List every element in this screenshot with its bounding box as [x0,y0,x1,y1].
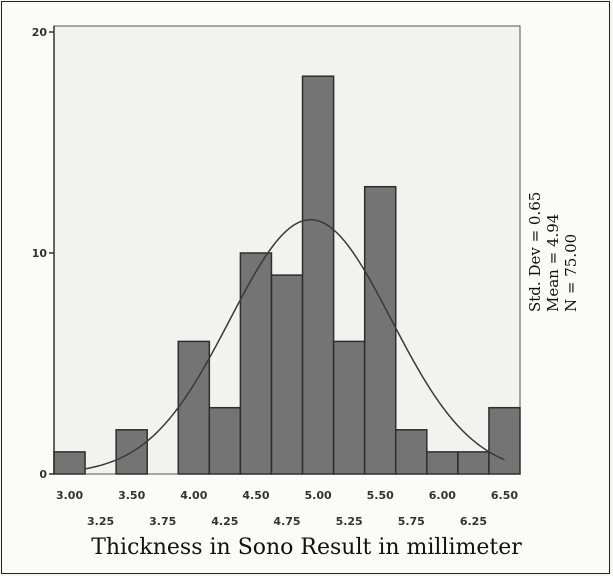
x-tick-label: 4.50 [242,489,269,502]
histogram-bar [301,75,335,475]
histogram-bar [332,340,366,475]
x-tick-label: 3.25 [87,515,114,528]
normal-curve [84,218,505,470]
histogram-bar [53,451,86,475]
histogram-bar [208,406,242,475]
x-tick-label: 5.00 [304,489,331,502]
x-axis-title: Thickness in Sono Result in millimeter [91,535,522,560]
x-tick-label: 4.25 [211,515,238,528]
histogram-bar [457,451,490,475]
y-tick-label: 10 [32,247,48,260]
histogram-bars [53,75,521,475]
x-tick-label: 6.50 [491,489,518,502]
x-tick-label: 5.75 [398,515,425,528]
histogram-bar [270,274,304,475]
x-tick-label: 3.50 [118,489,145,502]
x-tick-label: 3.75 [149,515,176,528]
y-tick-label: 0 [39,468,47,481]
y-tick-label: 20 [32,26,48,39]
x-tick-label: 4.00 [180,489,207,502]
x-tick-label: 6.00 [429,489,456,502]
mean-label: Mean = 4.94 [544,213,562,312]
x-tick-label: 4.75 [273,515,300,528]
histogram-bar [363,185,397,475]
std-dev-label: Std. Dev = 0.65 [526,191,544,312]
n-label: N = 75.00 [562,233,580,312]
histogram-bar [426,451,459,475]
histogram-bar [394,429,428,475]
histogram-bar [239,252,273,475]
x-tick-label: 3.00 [56,489,83,502]
statistics-block: Std. Dev = 0.65 Mean = 4.94 N = 75.00 [526,142,586,312]
x-tick-label: 6.25 [460,515,487,528]
histogram-bar [177,340,211,475]
x-tick-label: 5.50 [367,489,394,502]
x-axis-ticks: 3.00 3.50 4.00 4.50 5.00 5.50 6.00 6.50 3.25 3.75… [56,489,518,528]
y-axis-ticks: 0 10 20 [32,26,54,481]
x-tick-label: 5.25 [336,515,363,528]
histogram-bar [488,406,521,475]
